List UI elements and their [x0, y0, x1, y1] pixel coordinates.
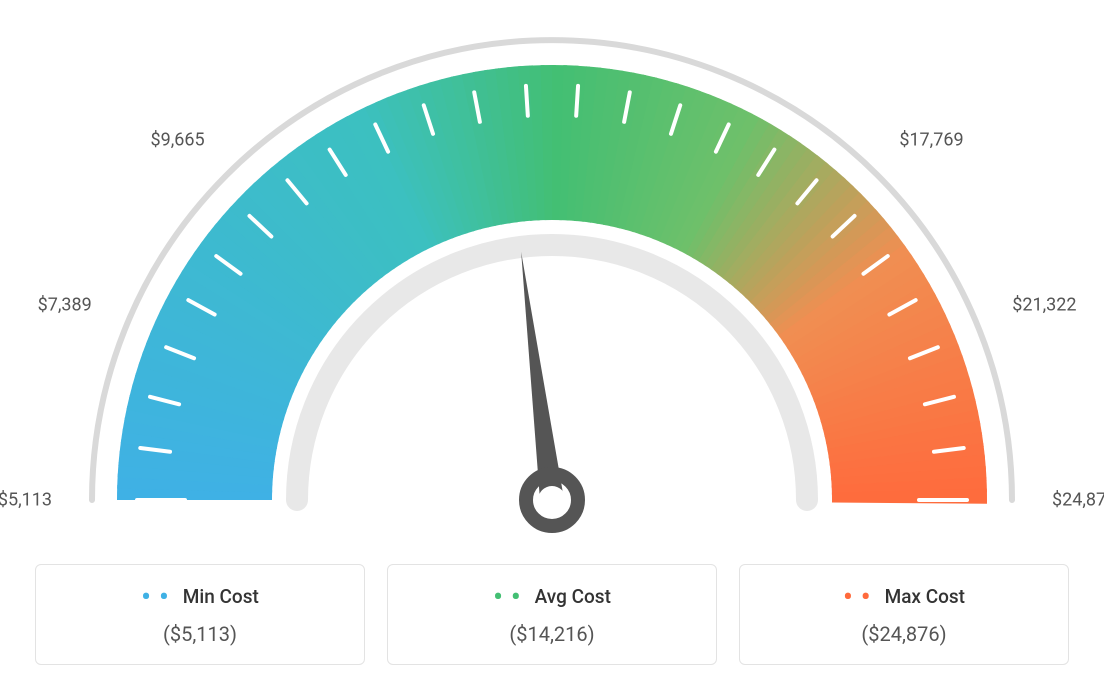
legend-value-avg: ($14,216)	[404, 622, 700, 646]
legend-value-max: ($24,876)	[756, 622, 1052, 646]
legend-title-min: •Min Cost	[141, 585, 259, 608]
legend-row: •Min Cost ($5,113) •Avg Cost ($14,216) •…	[0, 564, 1104, 665]
gauge-scale-label: $21,322	[1012, 294, 1076, 315]
gauge-scale-label: $17,769	[899, 130, 963, 151]
gauge-svg	[42, 30, 1062, 550]
gauge-scale-label: $7,389	[38, 294, 92, 315]
legend-title-max: •Max Cost	[843, 585, 965, 608]
gauge-scale-label: $5,113	[0, 490, 52, 511]
gauge-chart: $5,113$7,389$9,665$14,216$17,769$21,322$…	[42, 30, 1062, 530]
legend-card-max: •Max Cost ($24,876)	[739, 564, 1069, 665]
gauge-scale-label: $9,665	[151, 130, 205, 151]
legend-card-avg: •Avg Cost ($14,216)	[387, 564, 717, 665]
legend-card-min: •Min Cost ($5,113)	[35, 564, 365, 665]
legend-value-min: ($5,113)	[52, 622, 348, 646]
legend-title-avg: •Avg Cost	[493, 585, 611, 608]
gauge-scale-label: $24,876	[1052, 490, 1104, 511]
